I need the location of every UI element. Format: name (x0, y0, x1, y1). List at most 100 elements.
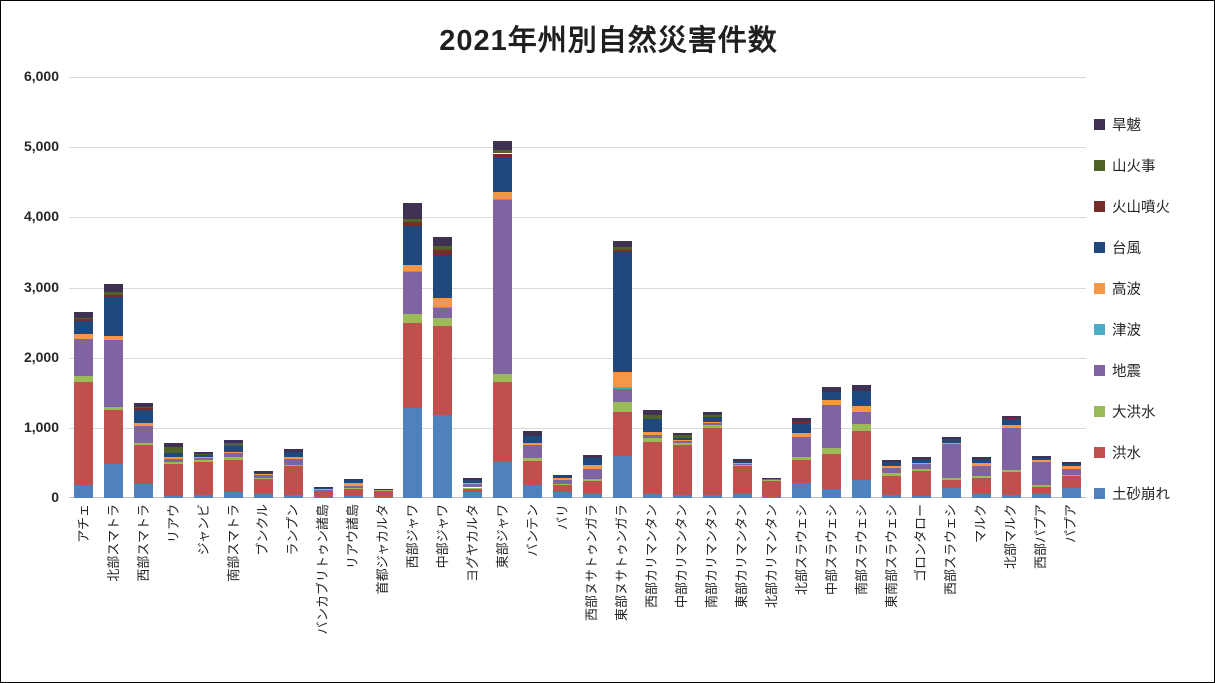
legend: 旱魃 山火事 火山噴火 台風 高波 津波 地震 大洪水 洪水 土砂崩れ (1094, 104, 1212, 514)
x-axis-category-label: ゴロンタロー (913, 504, 929, 583)
x-axis-category-label: 中部ジャワ (434, 504, 450, 569)
legend-item: 土砂崩れ (1094, 473, 1212, 514)
x-axis-category-label: 西部ヌサトゥンガラ (584, 504, 600, 622)
legend-marker (1094, 447, 1105, 458)
bar-segment (343, 488, 363, 489)
bar-segment (493, 461, 513, 498)
bar-segment (224, 460, 243, 492)
legend-label: 火山噴火 (1112, 200, 1170, 216)
y-axis-tick-label: 5,000 (23, 138, 59, 155)
bar-segment (612, 371, 632, 388)
bar-segment (642, 419, 662, 433)
x-axis-category-label: パプア (1063, 504, 1079, 544)
bar-segment (672, 442, 692, 445)
bar-segment (971, 476, 991, 478)
x-axis-category-label: 北部スラウェシ (793, 504, 809, 596)
bar-segment (1061, 476, 1081, 489)
bar-segment (164, 446, 184, 454)
bar-segment (313, 488, 333, 490)
bar-segment (164, 453, 184, 458)
bar-segment (104, 409, 124, 465)
x-axis-category-label: ランプン (285, 504, 301, 556)
x-axis-category-label: 西部スラウェシ (943, 504, 959, 596)
bar-segment (493, 192, 513, 200)
bar-segment (74, 375, 94, 382)
bar-segment (523, 431, 543, 436)
bar-segment (553, 478, 573, 480)
bar-segment (941, 439, 961, 443)
bar-segment (493, 382, 513, 462)
bar-segment (433, 307, 453, 319)
legend-marker (1094, 119, 1105, 130)
bar-segment (403, 322, 423, 409)
bar-segment (224, 446, 243, 452)
bar-segment (433, 326, 453, 415)
bar-segment (403, 272, 423, 315)
x-axis-category-label: 東部カリマンタン (734, 504, 749, 609)
legend-item: 山火事 (1094, 145, 1212, 186)
bar-segment (1031, 493, 1051, 498)
legend-item: 台風 (1094, 227, 1212, 268)
bar-segment (971, 493, 991, 498)
y-axis-tick-label: 4,000 (23, 208, 59, 225)
bar-segment (852, 411, 872, 425)
bar-segment (134, 422, 154, 426)
bar-segment (911, 459, 931, 463)
bar-segment (194, 461, 214, 496)
bar-segment (104, 335, 124, 341)
bar-segment (283, 452, 303, 458)
bar-segment (134, 408, 154, 411)
bar-segment (373, 489, 393, 491)
bar-segment (343, 495, 363, 498)
legend-marker (1094, 160, 1105, 171)
bar-segment (523, 445, 543, 459)
bar-segment (672, 495, 692, 498)
bar-segment (403, 271, 423, 273)
bar-segment (1061, 461, 1081, 464)
bar-segment (104, 340, 124, 407)
bar-segment (852, 424, 872, 431)
legend-label: 高波 (1112, 282, 1141, 298)
bar-segment (433, 246, 453, 251)
legend-label: 地震 (1112, 364, 1141, 380)
bar-segment (493, 149, 513, 154)
bar-segment (553, 483, 573, 485)
bar-segment (762, 478, 782, 480)
bar-segment (403, 314, 423, 323)
bar-segment (313, 489, 333, 491)
bar-segment (911, 495, 931, 498)
bar-segment (523, 442, 543, 446)
bar-segment (493, 199, 513, 374)
bar-segment (941, 436, 961, 440)
bar-segment (433, 237, 453, 247)
x-axis-category-label: 西部スマトラ (135, 504, 151, 582)
bar-segment (313, 487, 333, 489)
bar-segment (1001, 419, 1021, 426)
bar-segment (612, 246, 632, 250)
bar-segment (612, 412, 632, 456)
bar-segment (672, 432, 692, 435)
bar-segment (433, 298, 453, 308)
bar-segment (672, 444, 692, 496)
legend-label: 台風 (1112, 241, 1141, 257)
bar-segment (493, 140, 513, 150)
bar-segment (822, 387, 842, 393)
bar-segment (732, 458, 752, 461)
bar-segment (313, 486, 333, 488)
bar-segment (971, 462, 991, 466)
bar-segment (343, 488, 363, 496)
gridline (69, 217, 1086, 219)
bar-segment (612, 455, 632, 498)
x-axis-category-label: バリ (554, 504, 570, 531)
bar-segment (253, 478, 273, 494)
bar-segment (134, 425, 154, 444)
bar-segment (74, 321, 94, 334)
legend-marker (1094, 201, 1105, 212)
bar-segment (1061, 463, 1081, 467)
legend-label: 大洪水 (1112, 405, 1156, 421)
legend-label: 山火事 (1112, 159, 1156, 175)
bar-segment (134, 443, 154, 446)
bar-segment (523, 435, 543, 443)
bar-segment (433, 318, 453, 327)
